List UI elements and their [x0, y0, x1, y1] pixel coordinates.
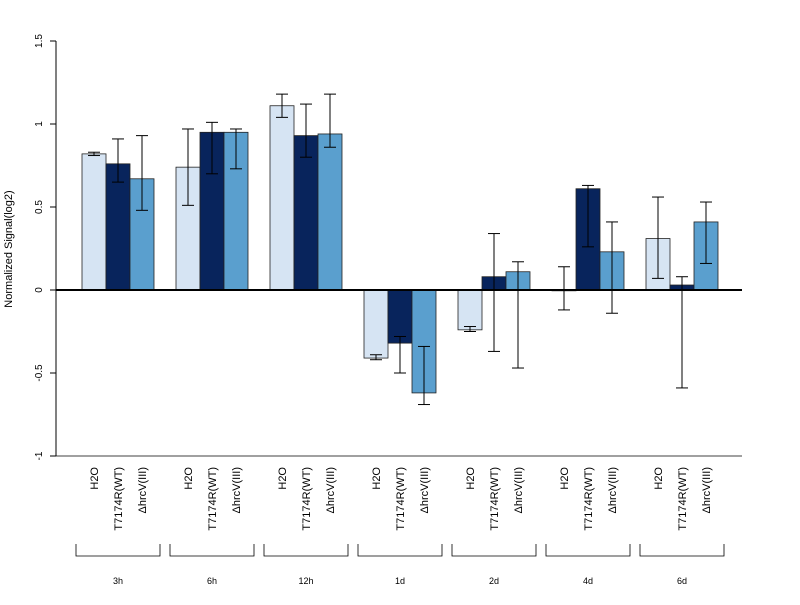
bar: [293, 135, 319, 291]
series-tick-label: H2O: [465, 467, 477, 490]
group-bracket: [639, 544, 725, 557]
category-label: 12h: [298, 576, 313, 586]
y-axis-label: Normalized Signal(log2): [3, 190, 15, 307]
series-tick-label: T7174R(WT): [113, 467, 125, 531]
category-label: 6h: [207, 576, 217, 586]
y-tick-label: -1: [34, 451, 45, 460]
category-label: 2d: [489, 576, 499, 586]
series-tick-label: ΔhrcV(III): [701, 467, 713, 513]
series-tick-label: H2O: [89, 467, 101, 490]
series-tick-label: ΔhrcV(III): [513, 467, 525, 513]
series-tick-label: T7174R(WT): [395, 467, 407, 531]
category-label: 1d: [395, 576, 405, 586]
series-tick-label: T7174R(WT): [301, 467, 313, 531]
series-tick-label: H2O: [559, 467, 571, 490]
series-tick-label: ΔhrcV(III): [137, 467, 149, 513]
category-label: 3h: [113, 576, 123, 586]
series-tick-label: H2O: [653, 467, 665, 490]
series-tick-label: ΔhrcV(III): [325, 467, 337, 513]
group-bracket: [545, 544, 631, 557]
bar: [363, 289, 389, 359]
category-label: 6d: [677, 576, 687, 586]
group-bracket: [357, 544, 443, 557]
bar: [457, 289, 483, 331]
y-tick-label: 0: [34, 287, 45, 293]
bar: [317, 133, 343, 291]
series-tick-label: T7174R(WT): [207, 467, 219, 531]
y-tick-label: 0.5: [34, 200, 45, 214]
series-tick-label: T7174R(WT): [583, 467, 595, 531]
y-tick-label: -0.5: [34, 364, 45, 382]
group-bracket: [451, 544, 537, 557]
series-tick-label: ΔhrcV(III): [607, 467, 619, 513]
series-tick-label: H2O: [183, 467, 195, 490]
series-tick-label: H2O: [277, 467, 289, 490]
series-tick-label: T7174R(WT): [677, 467, 689, 531]
series-tick-label: T7174R(WT): [489, 467, 501, 531]
category-label: 4d: [583, 576, 593, 586]
group-bracket: [169, 544, 255, 557]
y-tick-label: 1: [34, 121, 45, 127]
bar: [105, 163, 131, 291]
series-tick-label: H2O: [371, 467, 383, 490]
bar: [269, 105, 295, 291]
group-bracket: [75, 544, 161, 557]
y-tick-label: 1.5: [34, 34, 45, 48]
series-tick-label: ΔhrcV(III): [419, 467, 431, 513]
series-tick-label: ΔhrcV(III): [231, 467, 243, 513]
bar: [81, 153, 107, 291]
bar: [387, 289, 413, 344]
group-bracket: [263, 544, 349, 557]
